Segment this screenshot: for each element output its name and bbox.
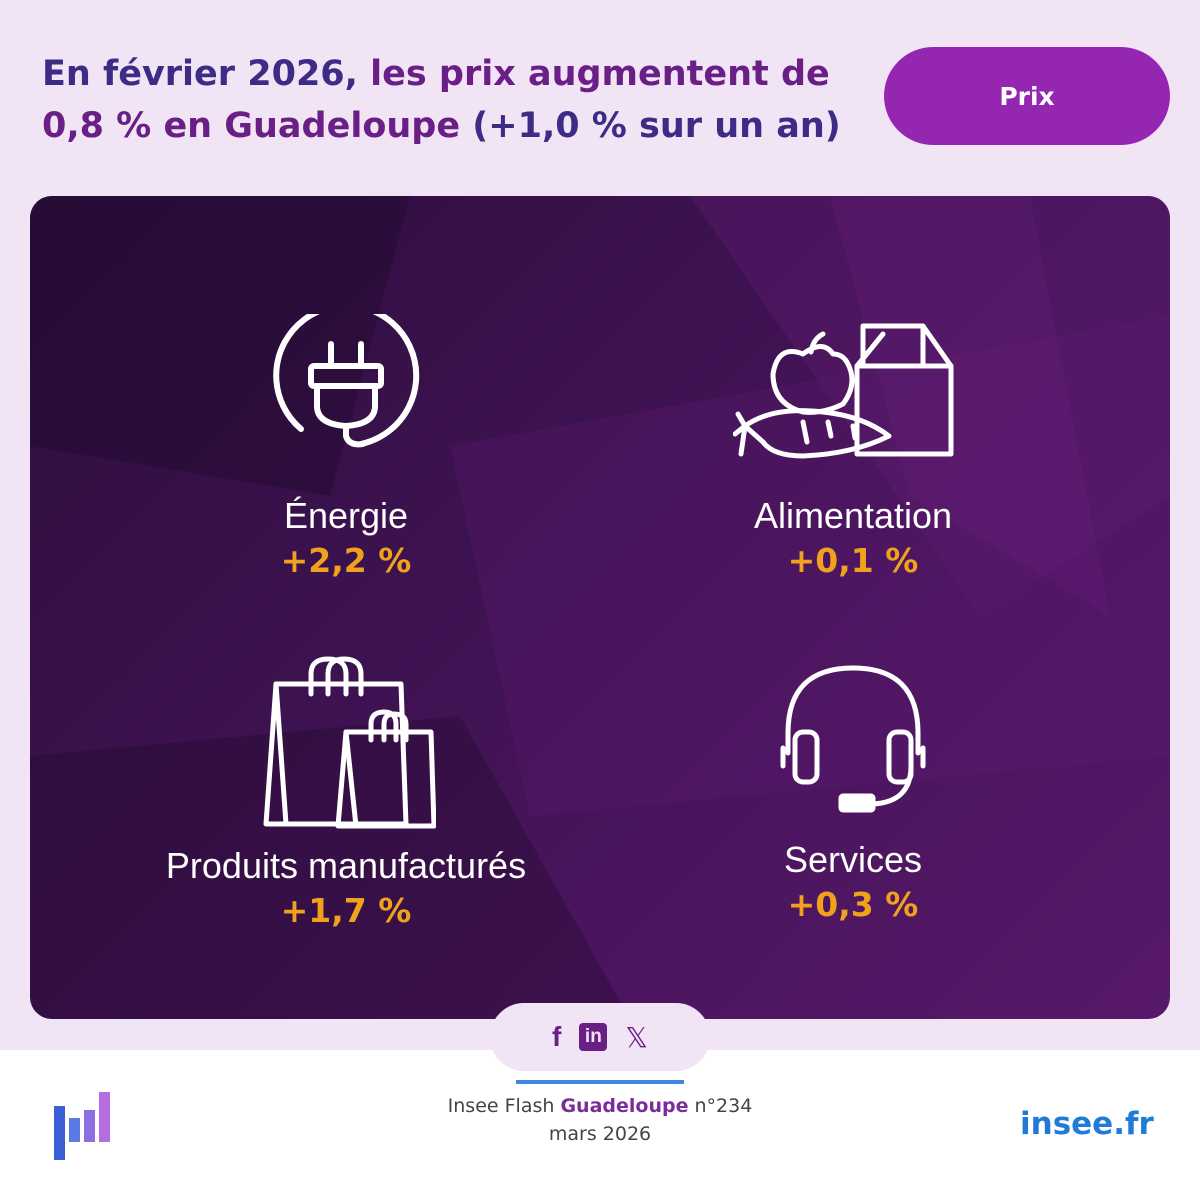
category-value: +0,1 % [787, 541, 919, 580]
infographic-panel: Énergie +2,2 % Alimentation +0,1 % [30, 196, 1170, 1019]
category-value: +1,7 % [280, 891, 412, 930]
category-manufactured-goods: Produits manufacturés +1,7 % [66, 654, 626, 934]
power-plug-icon [273, 314, 420, 448]
insee-logo-icon [54, 1092, 110, 1160]
category-label: Produits manufacturés [165, 845, 527, 886]
social-links: f in 𝕏 [490, 1003, 710, 1071]
headset-icon [780, 665, 926, 813]
publication-date: mars 2026 [548, 1123, 652, 1145]
divider [516, 1080, 684, 1084]
category-value: +2,2 % [280, 541, 412, 580]
topic-tag[interactable]: Prix [884, 47, 1170, 145]
title-part-1: En février 2026, [42, 54, 358, 94]
background-shapes [30, 196, 1170, 1019]
publication-reference: Insee Flash Guadeloupe n°234 mars 2026 [350, 1092, 850, 1148]
x-icon[interactable]: 𝕏 [625, 1020, 648, 1054]
category-label: Services [783, 839, 923, 880]
category-label: Alimentation [753, 495, 953, 536]
ref-prefix: Insee Flash [447, 1095, 561, 1117]
category-services: Services +0,3 % [573, 658, 1133, 928]
ref-region: Guadeloupe [560, 1095, 689, 1117]
footer: Insee Flash Guadeloupe n°234 mars 2026 i… [0, 1050, 1200, 1200]
linkedin-icon[interactable]: in [579, 1023, 608, 1051]
category-label: Énergie [283, 495, 409, 536]
category-value: +0,3 % [787, 885, 919, 924]
shopping-bags-icon [263, 656, 436, 829]
title-part-3: (+1,0 % sur un an) [460, 106, 841, 146]
category-food: Alimentation +0,1 % [573, 314, 1133, 584]
category-energy: Énergie +2,2 % [66, 314, 626, 584]
site-link[interactable]: insee.fr [1020, 1106, 1154, 1142]
page-title: En février 2026, les prix augmentent de … [42, 48, 842, 152]
title-part-2: les prix augmentent de 0,8 % en Guadelou… [42, 54, 830, 146]
ref-suffix: n°234 [688, 1095, 753, 1117]
facebook-icon[interactable]: f [552, 1021, 562, 1052]
groceries-icon [733, 323, 954, 459]
